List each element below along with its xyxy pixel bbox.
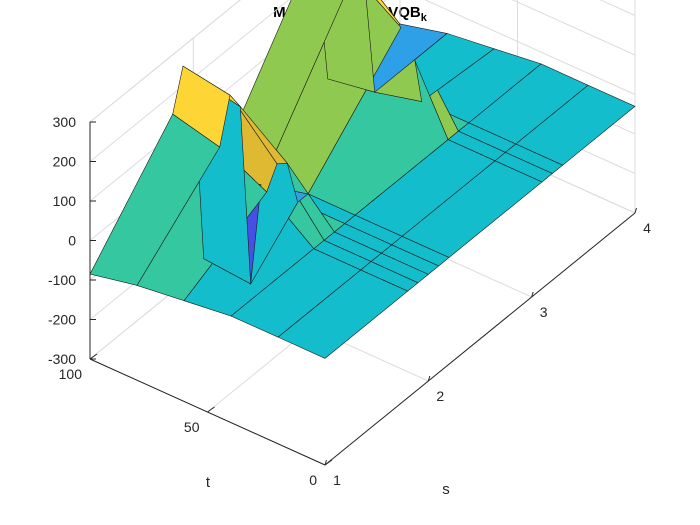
y-tick-mark — [324, 459, 333, 466]
z-tick-label: 200 — [53, 154, 77, 170]
z-tick-label: 100 — [53, 193, 77, 209]
y-tick-mark — [207, 406, 215, 413]
grid-line — [89, 0, 339, 202]
x-tick-label: 3 — [540, 304, 548, 320]
y-axis-label: t — [206, 474, 211, 491]
surface-layer — [89, 0, 636, 359]
y-tick-label: 0 — [309, 472, 317, 488]
surface-patch — [319, 0, 376, 93]
x-axis-line — [324, 212, 636, 466]
x-tick-label: 1 — [333, 472, 341, 488]
grid-line — [89, 0, 290, 162]
x-tick-mark — [634, 207, 637, 214]
y-tick-mark — [89, 353, 98, 360]
x-tick-mark — [427, 375, 431, 382]
x-tick-label: 4 — [643, 220, 651, 236]
z-tick-label: 0 — [68, 233, 76, 249]
z-tick-label: -300 — [48, 351, 76, 367]
x-tick-label: 2 — [436, 388, 444, 404]
z-tick-label: 300 — [53, 114, 77, 130]
y-tick-label: 100 — [59, 366, 83, 382]
x-axis-label: s — [442, 481, 450, 498]
y-tick-label: 50 — [184, 419, 200, 435]
x-tick-mark — [324, 459, 327, 466]
x-tick-mark — [531, 291, 534, 298]
z-tick-label: -100 — [48, 272, 76, 288]
surface-patch — [89, 113, 221, 286]
box-edge — [89, 0, 241, 123]
z-tick-label: -200 — [48, 312, 76, 328]
